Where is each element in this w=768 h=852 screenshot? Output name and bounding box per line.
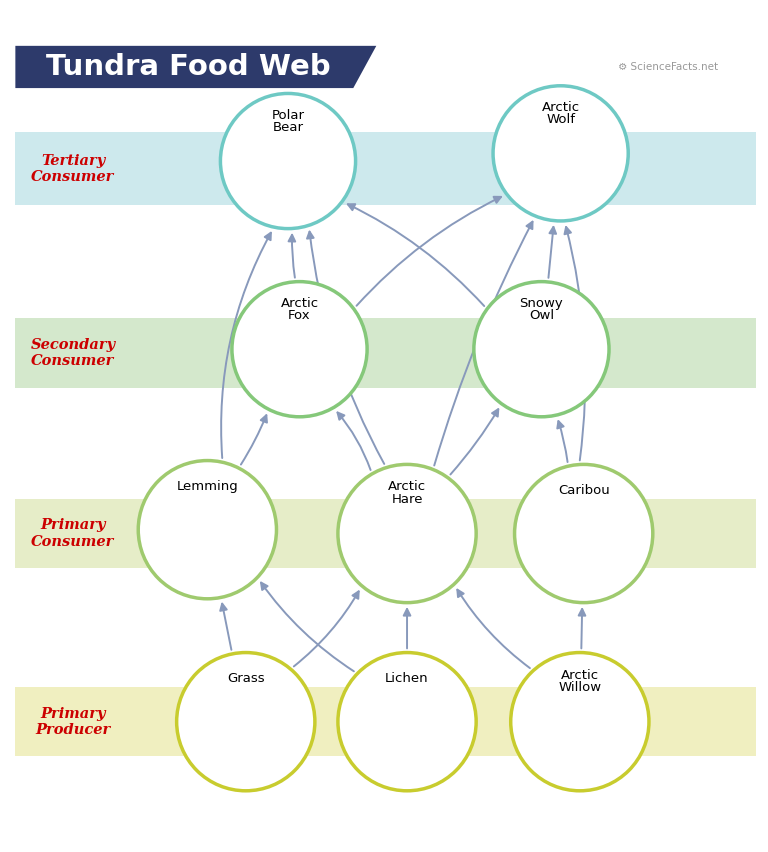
Circle shape [511, 653, 649, 791]
Text: Grass: Grass [227, 672, 264, 685]
Polygon shape [15, 46, 376, 88]
Text: Primary
Consumer: Primary Consumer [31, 518, 114, 549]
Circle shape [493, 86, 628, 221]
Bar [15, 132, 756, 205]
Bar [15, 687, 756, 757]
Text: Secondary
Consumer: Secondary Consumer [31, 338, 115, 368]
Text: Primary
Producer: Primary Producer [35, 706, 111, 737]
Text: Caribou: Caribou [558, 484, 610, 498]
Text: Arctic: Arctic [541, 101, 580, 114]
Circle shape [177, 653, 315, 791]
Text: Bear: Bear [273, 121, 303, 134]
Text: Tundra Food Web: Tundra Food Web [46, 54, 330, 81]
Text: Owl: Owl [529, 309, 554, 322]
Circle shape [515, 464, 653, 602]
Text: Wolf: Wolf [546, 113, 575, 126]
Text: Arctic: Arctic [561, 669, 599, 682]
Text: Hare: Hare [391, 492, 423, 506]
Text: Willow: Willow [558, 681, 601, 694]
Circle shape [220, 94, 356, 228]
Circle shape [474, 282, 609, 417]
Circle shape [338, 653, 476, 791]
Circle shape [338, 464, 476, 602]
Circle shape [138, 461, 276, 599]
Text: Fox: Fox [288, 309, 311, 322]
Text: Tertiary
Consumer: Tertiary Consumer [31, 153, 114, 184]
Text: Lichen: Lichen [386, 672, 429, 685]
Text: Polar: Polar [272, 109, 304, 122]
Text: Arctic: Arctic [388, 481, 426, 493]
Bar [15, 499, 756, 568]
Text: ⚙ ScienceFacts.net: ⚙ ScienceFacts.net [618, 62, 718, 72]
Text: Arctic: Arctic [280, 297, 319, 310]
Bar [15, 319, 756, 388]
Text: Lemming: Lemming [177, 481, 238, 493]
Circle shape [232, 282, 367, 417]
Text: Snowy: Snowy [520, 297, 563, 310]
